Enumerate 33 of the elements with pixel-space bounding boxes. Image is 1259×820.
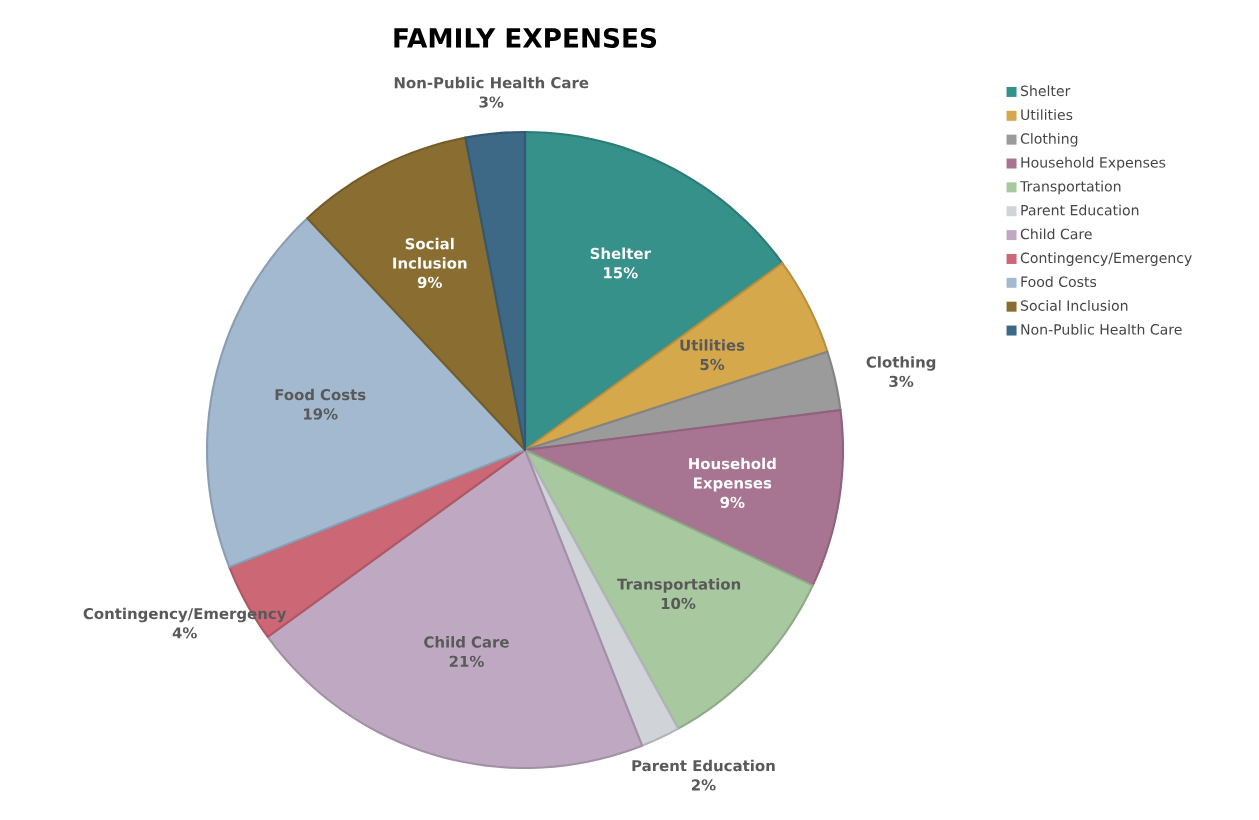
data-label: 3%	[479, 96, 504, 108]
slice-label: Non-Public Health Care	[394, 76, 589, 89]
data-label: 21%	[449, 655, 484, 667]
data-label: 19%	[303, 408, 338, 420]
slice-label: Food Costs	[275, 388, 366, 401]
data-label: 5%	[700, 358, 725, 371]
legend-label: Non-Public Health Care	[1021, 323, 1182, 335]
slice-label: Utilities	[680, 339, 745, 351]
legend-label: Clothing	[1020, 133, 1078, 147]
data-label: 3%	[889, 375, 914, 388]
legend-label: Contingency/Emergency	[1020, 252, 1192, 266]
legend-label: Utilities	[1021, 109, 1073, 121]
data-label: 15%	[604, 267, 638, 279]
data-label: 10%	[661, 597, 696, 610]
chart-title: FAMILY EXPENSES	[394, 28, 657, 48]
legend-label: Parent Education	[1021, 204, 1139, 216]
data-label: 9%	[720, 496, 745, 508]
legend-label: Transportation	[1020, 180, 1121, 195]
legend-label: Shelter	[1020, 85, 1071, 97]
legend-label: Food Costs	[1021, 276, 1097, 288]
slice-label: Transportation	[617, 578, 741, 593]
slice-label: Child Care	[424, 636, 509, 648]
data-label: 2%	[691, 779, 716, 791]
slice-label: Social Inclusion	[393, 237, 467, 269]
legend-label: Social Inclusion	[1020, 300, 1128, 311]
data-label: 4%	[172, 627, 197, 639]
slice-label: Clothing	[866, 356, 936, 371]
slice-label: Shelter	[590, 247, 651, 260]
legend-label: Household Expenses	[1021, 156, 1166, 171]
slice-label: Household Expenses	[689, 457, 776, 492]
slice-label: Parent Education	[632, 759, 775, 772]
legend-label: Child Care	[1020, 228, 1092, 240]
data-label: 9%	[417, 276, 442, 289]
